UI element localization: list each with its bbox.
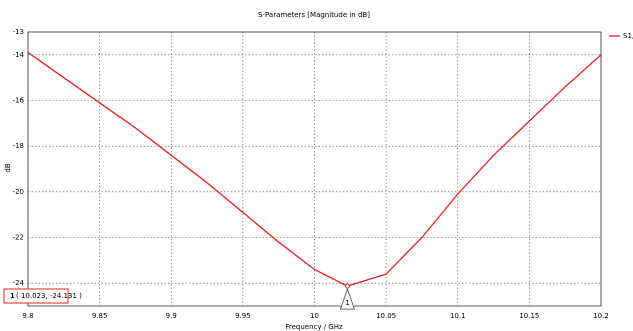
x-tick-label: 10 — [310, 312, 319, 320]
x-tick-label: 9.9 — [166, 312, 177, 320]
x-tick-label: 9.85 — [92, 312, 108, 320]
y-axis-label: dB — [4, 163, 12, 172]
plot-frame — [27, 31, 602, 307]
chart-title: S-Parameters [Magnitude in dB] — [258, 11, 370, 19]
y-tick-label: -13 — [13, 28, 24, 36]
legend-label: S1,1 — [623, 32, 633, 40]
y-tick-label: -20 — [13, 188, 24, 196]
x-tick-label: 10.15 — [519, 312, 539, 320]
y-tick-label: -24 — [13, 279, 25, 287]
y-tick-label: -14 — [13, 51, 25, 59]
marker-info-id: 1 — [10, 292, 15, 300]
x-tick-label: 10.05 — [376, 312, 396, 320]
x-tick-label: 9.95 — [235, 312, 251, 320]
marker-triangle — [339, 288, 355, 310]
x-tick-label: 10.1 — [450, 312, 466, 320]
x-axis-label: Frequency / GHz — [285, 323, 343, 331]
x-tick-label: 9.8 — [22, 312, 33, 320]
marker-info-box — [3, 288, 69, 304]
marker-info-text: ( 10.023, -24.131 ) — [16, 292, 82, 300]
series-line — [27, 52, 602, 287]
marker-label: 1 — [345, 299, 349, 307]
y-tick-label: -16 — [13, 97, 25, 105]
x-tick-label: 10.2 — [593, 312, 609, 320]
marker-point — [344, 283, 350, 289]
y-tick-label: -22 — [13, 234, 24, 242]
y-tick-label: -18 — [13, 142, 24, 150]
